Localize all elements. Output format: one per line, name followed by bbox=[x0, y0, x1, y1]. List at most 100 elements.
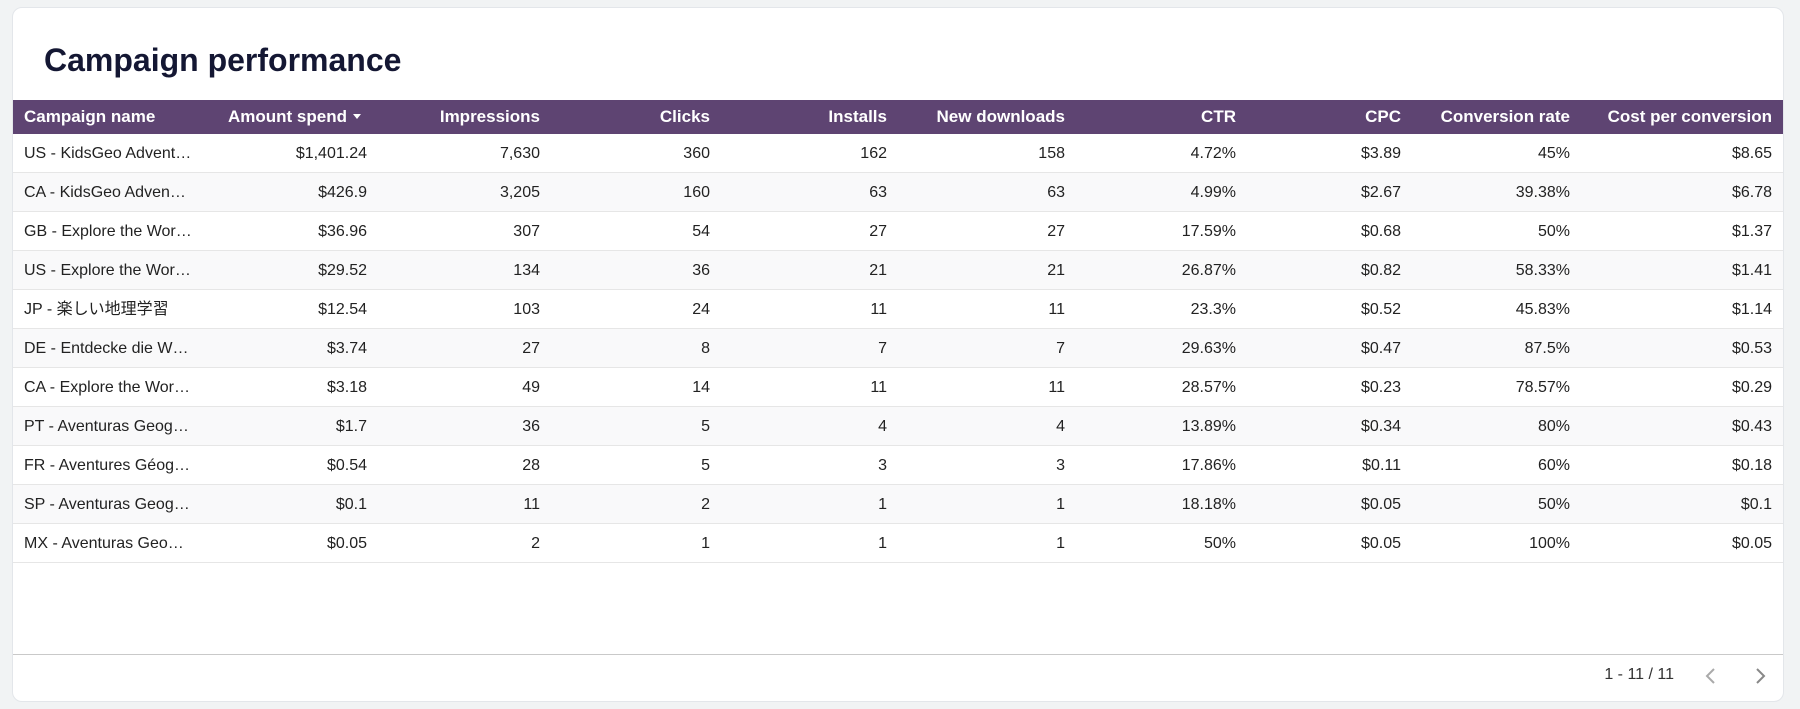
table-cell: $0.05 bbox=[1360, 535, 1401, 552]
table-cell: $3.89 bbox=[1360, 145, 1401, 162]
table-cell: 103 bbox=[513, 301, 540, 318]
table-cell: 7,630 bbox=[499, 145, 540, 162]
table-cell: 2 bbox=[531, 535, 540, 552]
table-row: PT - Aventuras Geog… $1.7 36 5 4 4 13.89% $0.34… bbox=[13, 407, 1783, 446]
column-header[interactable]: New downloads bbox=[936, 107, 1065, 126]
table-cell: SP - Aventuras Geog… bbox=[24, 496, 190, 513]
table-cell: 45% bbox=[1537, 145, 1570, 162]
table-cell: $0.52 bbox=[1360, 301, 1401, 318]
table-cell: 45.83% bbox=[1515, 301, 1570, 318]
table-cell: $0.05 bbox=[1731, 535, 1772, 552]
table-cell: $1.14 bbox=[1731, 301, 1772, 318]
column-header[interactable]: Clicks bbox=[659, 107, 710, 126]
table-cell: 3 bbox=[1056, 457, 1065, 474]
table-row: CA - Explore the Wor… $3.18 49 14 11 11 28.57%… bbox=[13, 368, 1783, 407]
table-cell: 7 bbox=[878, 340, 887, 357]
column-header[interactable]: CTR bbox=[1201, 107, 1236, 126]
table-cell: 21 bbox=[869, 262, 887, 279]
table-cell: 78.57% bbox=[1515, 379, 1570, 396]
card-title: Campaign performance bbox=[44, 42, 402, 78]
table-cell: 4 bbox=[878, 418, 887, 435]
table-cell: 11 bbox=[870, 301, 887, 318]
table-cell: $8.65 bbox=[1731, 145, 1772, 162]
table-cell: 54 bbox=[692, 223, 710, 240]
next-page[interactable] bbox=[1749, 665, 1771, 687]
table-cell: US - Explore the Wor… bbox=[24, 262, 191, 279]
table-cell: 63 bbox=[869, 184, 887, 201]
table-cell: $6.78 bbox=[1731, 184, 1772, 201]
table-cell: $0.05 bbox=[326, 535, 367, 552]
pagination-range: 1 - 11 / 11 bbox=[1604, 666, 1674, 683]
table-row: DE - Entdecke die W… $3.74 27 8 7 7 29.63% $0.4… bbox=[13, 329, 1783, 368]
table-card: Campaign performance Campaign name Amount… bbox=[12, 7, 1784, 702]
table-row: SP - Aventuras Geog… $0.1 11 2 1 1 18.18% $0.05… bbox=[13, 485, 1783, 524]
table-cell: $0.82 bbox=[1360, 262, 1401, 279]
column-header[interactable]: Amount spend bbox=[228, 107, 347, 126]
table-cell: 50% bbox=[1537, 496, 1570, 513]
table-cell: 1 bbox=[878, 535, 887, 552]
table-cell: $426.9 bbox=[318, 184, 367, 201]
table-cell: 27 bbox=[869, 223, 887, 240]
table-cell: $3.74 bbox=[326, 340, 367, 357]
table-cell: FR - Aventures Géog… bbox=[24, 457, 190, 474]
footer-divider bbox=[13, 654, 1783, 655]
table-cell: GB - Explore the Wor… bbox=[24, 223, 192, 240]
table-row: US - KidsGeo Advent… $1,401.24 7,630 360 162… bbox=[13, 134, 1783, 173]
column-header[interactable]: Installs bbox=[828, 107, 887, 126]
table-cell: $1.41 bbox=[1731, 262, 1772, 279]
table-cell: 160 bbox=[683, 184, 710, 201]
column-header[interactable]: Cost per conversion bbox=[1607, 107, 1772, 126]
column-header[interactable]: CPC bbox=[1365, 107, 1401, 126]
table-cell: 162 bbox=[860, 145, 887, 162]
prev-page[interactable] bbox=[1700, 665, 1722, 687]
table-cell: $1.37 bbox=[1731, 223, 1772, 240]
column-header[interactable]: Impressions bbox=[439, 107, 540, 126]
table-cell: 11 bbox=[1048, 301, 1065, 318]
table-cell: CA - KidsGeo Adven… bbox=[24, 184, 186, 201]
table-cell: 100% bbox=[1529, 535, 1570, 552]
column-header[interactable]: Conversion rate bbox=[1440, 107, 1570, 126]
table-cell: $0.29 bbox=[1731, 379, 1772, 396]
table-cell: JP - 楽しい地理学習 bbox=[24, 301, 169, 318]
table-cell: 50% bbox=[1203, 535, 1236, 552]
table-cell: 2 bbox=[701, 496, 710, 513]
table-cell: 17.86% bbox=[1181, 457, 1236, 474]
table-cell: $0.53 bbox=[1731, 340, 1772, 357]
table-cell: 24 bbox=[692, 301, 710, 318]
table-cell: PT - Aventuras Geog… bbox=[24, 418, 189, 435]
table-row: JP - 楽しい地理学習 $12.54 103 24 11 11 23.3% $0.52 45.… bbox=[13, 290, 1783, 329]
table-cell: 1 bbox=[1056, 535, 1065, 552]
table-cell: 17.59% bbox=[1181, 223, 1236, 240]
table-cell: 39.38% bbox=[1515, 184, 1570, 201]
table-cell: $36.96 bbox=[318, 223, 367, 240]
table-cell: 18.18% bbox=[1181, 496, 1236, 513]
table-cell: 28 bbox=[522, 457, 540, 474]
table-cell: 1 bbox=[878, 496, 887, 513]
table-cell: 50% bbox=[1537, 223, 1570, 240]
table-cell: $12.54 bbox=[318, 301, 367, 318]
table-cell: 158 bbox=[1038, 145, 1065, 162]
table-cell: $0.11 bbox=[1362, 457, 1401, 474]
table-cell: $0.68 bbox=[1360, 223, 1401, 240]
table-cell: 49 bbox=[522, 379, 540, 396]
table-cell: 3 bbox=[878, 457, 887, 474]
table-cell: 60% bbox=[1537, 457, 1570, 474]
table-cell: $0.43 bbox=[1731, 418, 1772, 435]
table-cell: 360 bbox=[683, 145, 710, 162]
table-cell: 4.72% bbox=[1190, 145, 1236, 162]
column-header[interactable]: Campaign name bbox=[24, 107, 156, 126]
table-cell: $1,401.24 bbox=[295, 145, 367, 162]
table-cell: 5 bbox=[701, 457, 710, 474]
table-cell: $0.23 bbox=[1360, 379, 1401, 396]
table-cell: 27 bbox=[1047, 223, 1065, 240]
table-cell: $1.7 bbox=[335, 418, 367, 435]
table-row: US - Explore the Wor… $29.52 134 36 21 21 26.8… bbox=[13, 251, 1783, 290]
table-cell: 14 bbox=[692, 379, 710, 396]
table-cell: 87.5% bbox=[1524, 340, 1570, 357]
table-cell: MX - Aventuras Geo… bbox=[24, 535, 184, 552]
table-cell: $2.67 bbox=[1360, 184, 1401, 201]
table-row: MX - Aventuras Geo… $0.05 2 1 1 1 50% $0.05 100%… bbox=[13, 524, 1783, 563]
table-cell: 4 bbox=[1056, 418, 1065, 435]
table-cell: $0.34 bbox=[1360, 418, 1401, 435]
